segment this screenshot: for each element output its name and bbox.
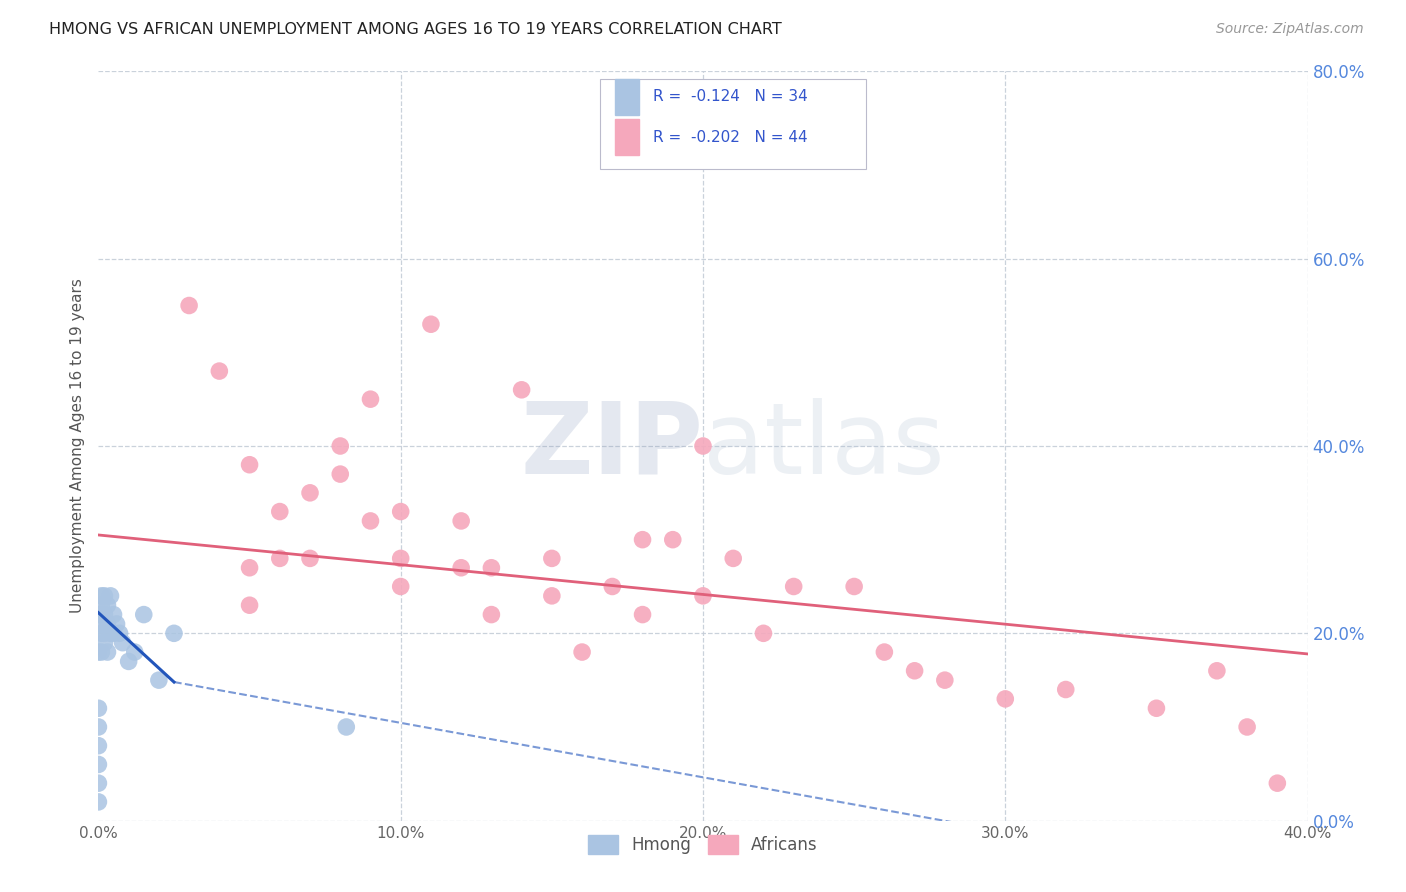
Point xyxy=(602,580,624,594)
Point xyxy=(360,514,382,528)
Y-axis label: Unemployment Among Ages 16 to 19 years: Unemployment Among Ages 16 to 19 years xyxy=(69,278,84,614)
Point xyxy=(420,318,443,332)
Point xyxy=(87,607,110,622)
Text: ZIP: ZIP xyxy=(520,398,703,494)
Point xyxy=(132,607,155,622)
Bar xyxy=(614,120,638,155)
Point xyxy=(87,776,110,790)
Point xyxy=(90,607,112,622)
Point xyxy=(631,607,654,622)
Point xyxy=(239,599,262,613)
Point xyxy=(692,439,714,453)
Legend: Hmong, Africans: Hmong, Africans xyxy=(582,829,824,861)
Point xyxy=(631,533,654,547)
Point xyxy=(87,739,110,753)
Point xyxy=(269,551,291,566)
Point xyxy=(844,580,866,594)
Point xyxy=(239,561,262,575)
Text: atlas: atlas xyxy=(703,398,945,494)
Point xyxy=(450,561,472,575)
Point xyxy=(389,551,412,566)
Point xyxy=(93,607,115,622)
Point xyxy=(239,458,262,472)
Point xyxy=(752,626,775,640)
Point xyxy=(108,626,131,640)
Point xyxy=(103,607,125,622)
Point xyxy=(481,607,503,622)
Point xyxy=(90,645,112,659)
Point xyxy=(299,486,322,500)
Point xyxy=(1206,664,1229,678)
Point xyxy=(1267,776,1289,790)
Point xyxy=(87,645,110,659)
Point xyxy=(100,626,122,640)
Point xyxy=(1144,701,1167,715)
Point xyxy=(96,599,118,613)
Text: R =  -0.124   N = 34: R = -0.124 N = 34 xyxy=(654,89,808,104)
Point xyxy=(93,626,115,640)
Point xyxy=(904,664,927,678)
Point xyxy=(1236,720,1258,734)
Point xyxy=(124,645,146,659)
Point xyxy=(93,589,115,603)
Point xyxy=(450,514,472,528)
Point xyxy=(335,720,357,734)
Point xyxy=(96,617,118,632)
Point xyxy=(100,589,122,603)
Point xyxy=(510,383,533,397)
Point xyxy=(994,692,1017,706)
Point xyxy=(389,505,412,519)
Point xyxy=(299,551,322,566)
Point xyxy=(87,720,110,734)
Point xyxy=(723,551,745,566)
FancyBboxPatch shape xyxy=(600,78,866,169)
Point xyxy=(661,533,683,547)
Point xyxy=(783,580,806,594)
Point xyxy=(1054,682,1077,697)
Point xyxy=(163,626,186,640)
Point xyxy=(90,589,112,603)
Point xyxy=(93,635,115,649)
Text: Source: ZipAtlas.com: Source: ZipAtlas.com xyxy=(1216,22,1364,37)
Point xyxy=(148,673,170,688)
Point xyxy=(873,645,896,659)
Point xyxy=(111,635,134,649)
Point xyxy=(87,795,110,809)
Point xyxy=(360,392,382,407)
Point xyxy=(103,626,125,640)
Point xyxy=(90,599,112,613)
Point xyxy=(540,589,562,603)
Point xyxy=(118,655,141,669)
Point xyxy=(105,617,128,632)
Point xyxy=(87,757,110,772)
Point xyxy=(87,701,110,715)
Text: R =  -0.202   N = 44: R = -0.202 N = 44 xyxy=(654,130,808,145)
Text: HMONG VS AFRICAN UNEMPLOYMENT AMONG AGES 16 TO 19 YEARS CORRELATION CHART: HMONG VS AFRICAN UNEMPLOYMENT AMONG AGES… xyxy=(49,22,782,37)
Point xyxy=(934,673,956,688)
Point xyxy=(90,617,112,632)
Point xyxy=(692,589,714,603)
Point xyxy=(269,505,291,519)
Point xyxy=(571,645,593,659)
Point xyxy=(96,645,118,659)
Bar xyxy=(614,78,638,115)
Point xyxy=(540,551,562,566)
Point xyxy=(90,626,112,640)
Point xyxy=(329,467,352,482)
Point xyxy=(389,580,412,594)
Point xyxy=(179,298,201,313)
Point xyxy=(329,439,352,453)
Point xyxy=(208,364,231,378)
Point xyxy=(481,561,503,575)
